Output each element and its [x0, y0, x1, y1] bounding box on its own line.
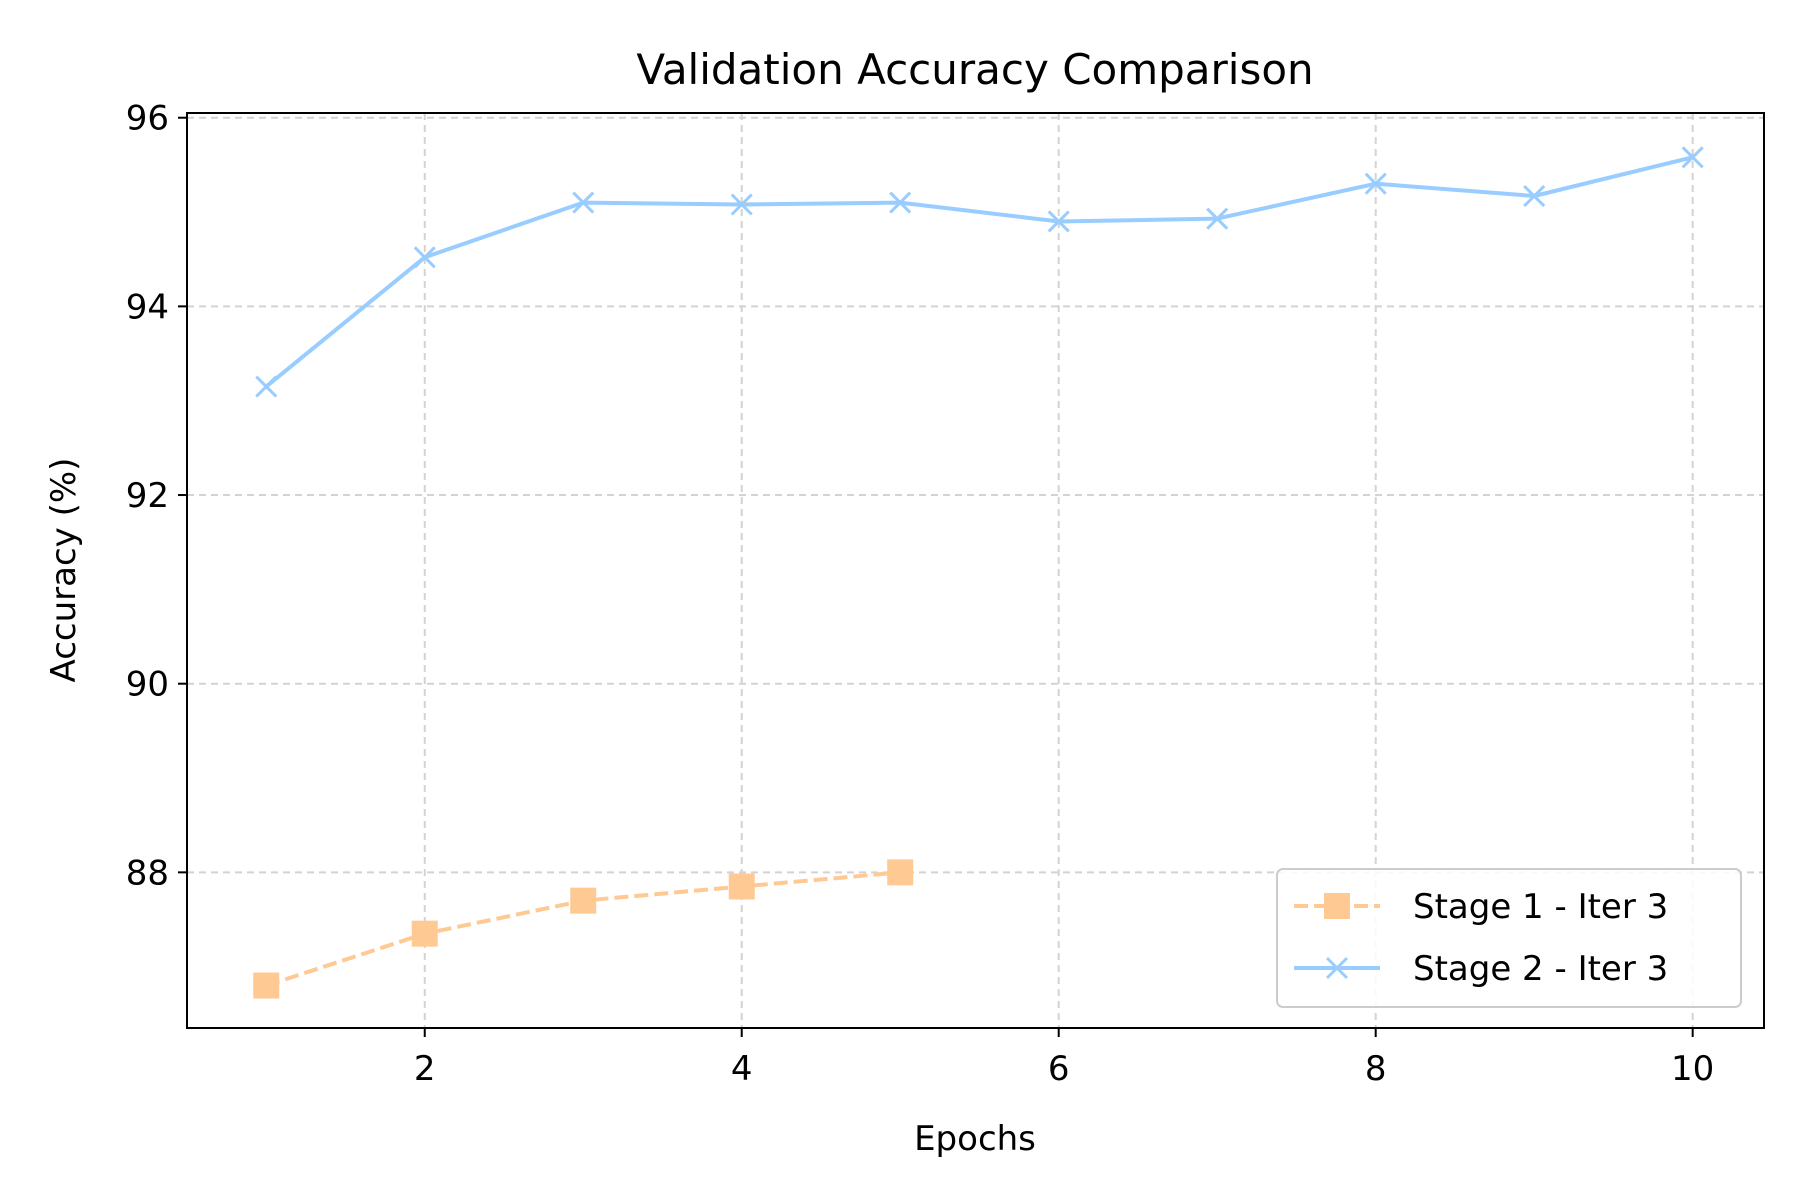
y-tick-label: 92: [126, 476, 169, 516]
series-layer: [253, 146, 1704, 999]
data-point: [255, 375, 278, 398]
legend-marker: [1324, 893, 1350, 919]
series-1: [253, 859, 914, 999]
x-tick-label: 10: [1671, 1049, 1714, 1089]
data-point: [253, 972, 280, 999]
series-line-2: [264, 155, 1694, 389]
chart-title: Validation Accuracy Comparison: [636, 45, 1313, 94]
x-tick-label: 6: [1048, 1049, 1070, 1089]
x-axis-label: Epochs: [914, 1119, 1036, 1159]
y-axis-label: Accuracy (%): [44, 458, 84, 683]
data-point: [1047, 210, 1070, 233]
x-tick-label: 4: [731, 1049, 753, 1089]
data-point: [570, 887, 597, 914]
data-point: [1364, 172, 1387, 195]
legend-item: Stage 1 - Iter 3: [1294, 887, 1668, 927]
y-tick-label: 88: [126, 853, 169, 893]
y-tick-label: 90: [126, 665, 169, 705]
legend: Stage 1 - Iter 3 Stage 2 - Iter 3: [1276, 868, 1742, 1008]
data-point: [413, 246, 436, 269]
data-point: [887, 859, 914, 886]
data-point: [1206, 207, 1229, 230]
x-tick-label: 2: [414, 1049, 436, 1089]
plot-frame: [186, 112, 1765, 1029]
data-point: [1681, 146, 1704, 169]
legend-marker: [1325, 956, 1349, 980]
legend-frame: [1276, 868, 1742, 1008]
y-tick-label: 96: [126, 99, 169, 139]
x-tick-label: 8: [1365, 1049, 1387, 1089]
series-2: [255, 146, 1704, 398]
data-point: [730, 193, 753, 216]
legend-label: Stage 2 - Iter 3: [1413, 949, 1668, 989]
data-point: [1523, 184, 1546, 208]
data-point: [889, 191, 912, 214]
legend-label: Stage 1 - Iter 3: [1413, 887, 1668, 927]
legend-item: Stage 2 - Iter 3: [1294, 949, 1668, 989]
y-tick-label: 94: [126, 287, 169, 327]
data-point: [572, 191, 595, 214]
data-point: [411, 920, 438, 947]
y-axis: 88 90 92 94 96: [126, 99, 187, 893]
x-axis: 2 4 6 8 10: [414, 1028, 1714, 1089]
data-point: [728, 873, 755, 900]
